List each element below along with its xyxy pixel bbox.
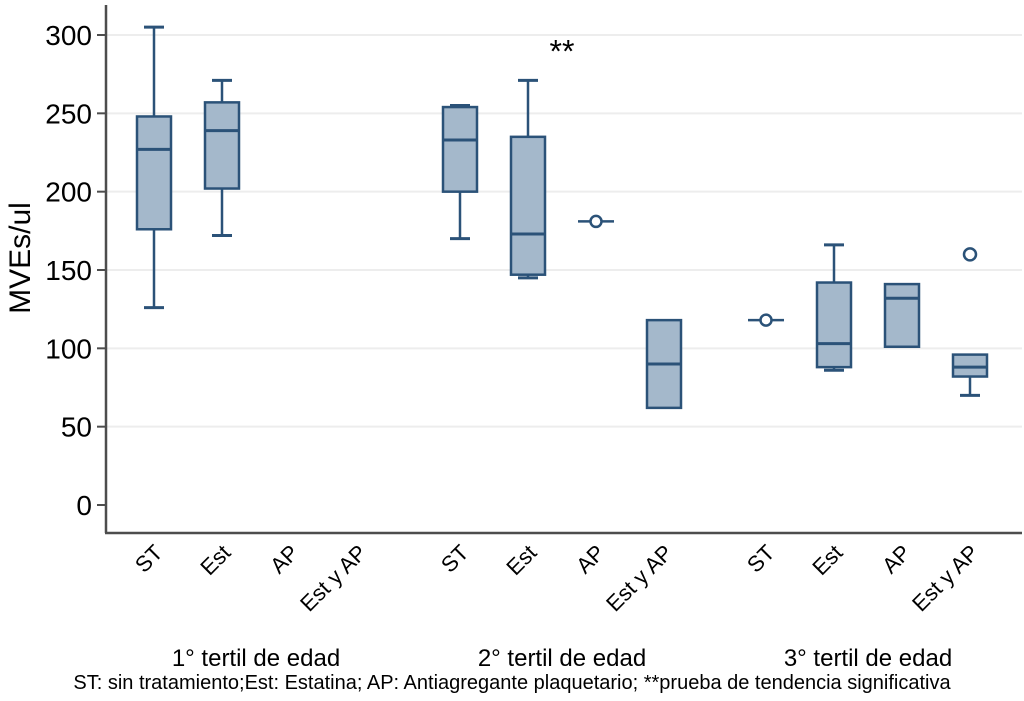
x-tick-label: ST: [436, 540, 474, 578]
x-tick-label: AP: [571, 540, 609, 578]
x-tick-label: Est y AP: [295, 540, 371, 616]
iqr-box: [135, 115, 173, 231]
x-tick-label: Est: [195, 540, 235, 580]
y-tick-label: 150: [45, 255, 92, 286]
x-tick-label: AP: [877, 540, 915, 578]
iqr-box: [883, 282, 921, 349]
y-tick-label: 50: [61, 412, 92, 443]
figure-footnote: ST: sin tratamiento;Est: Estatina; AP: A…: [73, 672, 951, 694]
group-label: 1° tertil de edad: [172, 645, 340, 672]
y-tick-label: 200: [45, 177, 92, 208]
x-tick-label: ST: [130, 540, 168, 578]
x-tick-label: ST: [742, 540, 780, 578]
outlier-circle: [962, 247, 978, 262]
group-label: 2° tertil de edad: [478, 645, 646, 672]
y-tick-label: 300: [45, 20, 92, 51]
x-tick-label: AP: [265, 540, 303, 578]
single-value-circle: [759, 313, 773, 327]
y-tick-label: 250: [45, 98, 92, 129]
group-label: 3° tertil de edad: [784, 645, 952, 672]
iqr-box: [951, 353, 989, 378]
x-tick-label: Est y AP: [601, 540, 677, 616]
annotation-stars: **: [550, 33, 575, 69]
iqr-box: [815, 281, 853, 369]
x-tick-label: Est: [501, 540, 541, 580]
single-value-circle: [589, 214, 603, 229]
x-tick-label: Est y AP: [907, 540, 983, 616]
y-tick-label: 100: [45, 333, 92, 364]
y-tick-label: 0: [76, 490, 92, 521]
iqr-box: [441, 105, 479, 193]
y-axis-title: MVEs/ul: [4, 202, 37, 314]
iqr-box: [509, 135, 547, 276]
iqr-box: [203, 101, 241, 190]
x-tick-label: Est: [807, 540, 847, 580]
